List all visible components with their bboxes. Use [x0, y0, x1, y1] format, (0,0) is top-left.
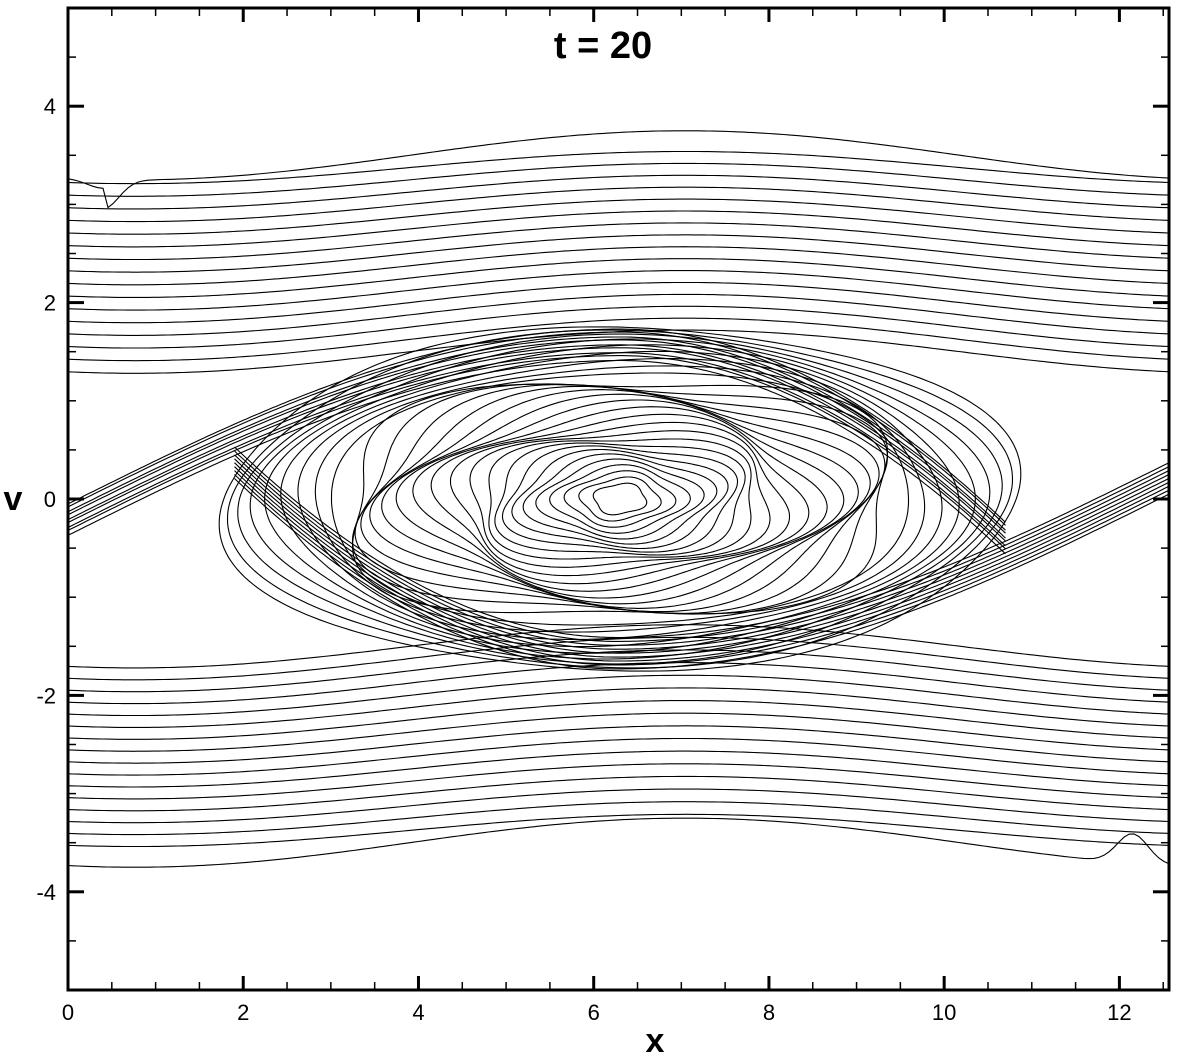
x-axis-title: x: [646, 1022, 665, 1056]
vortex-contour: [522, 453, 718, 545]
y-tick-label: -4: [36, 880, 56, 905]
vortex-contour: [563, 470, 677, 528]
lower-filament-contour: [234, 466, 1170, 658]
lower-band-contour: [67, 813, 1170, 848]
vortex-contour: [430, 413, 810, 585]
vortex-contour: [511, 448, 729, 550]
lower-band-contour: [67, 725, 1170, 764]
vortex-contour: [360, 385, 880, 613]
lower-band-contour: [67, 737, 1170, 776]
upper-band-contour: [67, 210, 1170, 248]
x-tick-label: 10: [932, 1000, 956, 1025]
vortex-contour: [494, 442, 746, 556]
upper-band-contour: [67, 186, 1170, 223]
vortex-contour: [218, 326, 1022, 672]
lower-band-contour: [67, 700, 1170, 740]
upper-band-contour: [67, 150, 1170, 185]
lower-band-contour: [67, 788, 1170, 824]
y-tick-label: 0: [44, 487, 56, 512]
lower-band-contour: [67, 636, 1170, 681]
lower-band-contour: [67, 674, 1170, 717]
lower-band-contour: [67, 712, 1170, 752]
vortex-contour: [592, 482, 648, 516]
vortex-contour: [354, 383, 886, 615]
lower-band-contour: [67, 801, 1170, 836]
lower-band-contour: [67, 775, 1170, 812]
vortex-contour: [351, 383, 888, 615]
upper-band-contour: [67, 270, 1170, 311]
y-tick-label: -2: [36, 683, 56, 708]
vortex-contour: [369, 389, 871, 609]
y-tick-label: 2: [44, 291, 56, 316]
vortex-contour: [412, 406, 828, 592]
lower-band-contour: [67, 763, 1170, 800]
upper-band-contour: [67, 162, 1170, 197]
lower-band-contour: [67, 624, 1170, 669]
upper-band-contour: [67, 222, 1170, 261]
vortex-contour: [488, 438, 752, 560]
lower-filament-contour: [234, 454, 1170, 646]
lower-filament-contour: [234, 450, 1170, 642]
upper-filament-contour: [67, 339, 1006, 534]
vortex-contour: [501, 445, 739, 553]
upper-band-contour: [67, 174, 1170, 210]
vortex-contour: [237, 333, 1003, 665]
y-tick-label: 4: [44, 94, 56, 119]
chart-title: t = 20: [554, 25, 652, 67]
upper-band-contour: [67, 198, 1170, 235]
lower-filament-contour: [234, 446, 1170, 639]
vortex-contour: [226, 329, 1014, 669]
x-tick-label: 2: [237, 1000, 249, 1025]
upper-filament-contour: [67, 331, 1006, 526]
upper-filament-contour: [67, 347, 1006, 542]
vortex-contour: [314, 365, 926, 633]
y-axis-title: v: [4, 480, 23, 518]
upper-filament-contour: [67, 352, 1006, 547]
vortex-contour: [381, 393, 859, 605]
vortex-contour: [449, 421, 791, 577]
upper-band-contour: [67, 281, 1170, 324]
vortex-contour: [549, 464, 691, 534]
lower-band-contour: [67, 817, 1170, 868]
vortex-contour: [264, 344, 976, 654]
lower-filament-contour: [234, 458, 1170, 650]
upper-filament-contour: [67, 336, 1006, 531]
vortex-contour: [297, 357, 943, 641]
upper-band-contour: [67, 293, 1170, 336]
contour-lines: [67, 130, 1170, 868]
lower-band-contour: [67, 649, 1170, 693]
upper-band-contour: [67, 317, 1170, 362]
x-tick-label: 6: [588, 1000, 600, 1025]
lower-filament-contour: [234, 478, 1170, 670]
vortex-contour: [330, 372, 910, 626]
vortex-contour: [280, 350, 960, 648]
upper-filament-contour: [67, 344, 1006, 539]
lower-filament-contour: [234, 462, 1170, 654]
x-tick-label: 0: [62, 1000, 74, 1025]
vortex-contour: [395, 399, 845, 599]
x-axis-ticks: 0 2 4 6 8 10 12: [62, 8, 1164, 1025]
vortex-contour: [249, 338, 991, 660]
y-axis-ticks: -4 -2 0 2 4: [36, 7, 1169, 991]
upper-band-contour: [67, 305, 1170, 349]
vortex-contour: [469, 430, 771, 568]
upper-band-contour: [67, 234, 1170, 273]
upper-band-contour: [67, 246, 1170, 286]
lower-band-contour: [67, 687, 1170, 728]
x-tick-label: 12: [1107, 1000, 1131, 1025]
upper-filament-contour: [67, 359, 1006, 555]
upper-band-contour: [67, 258, 1170, 298]
x-tick-label: 4: [412, 1000, 424, 1025]
vortex-contour: [535, 458, 705, 540]
upper-band-contour: [67, 130, 1170, 209]
lower-filament-contour: [234, 470, 1170, 662]
vortex-contour: [351, 383, 889, 615]
x-tick-label: 8: [763, 1000, 775, 1025]
lower-band-contour: [67, 750, 1170, 788]
vortex-contour: [578, 476, 662, 522]
